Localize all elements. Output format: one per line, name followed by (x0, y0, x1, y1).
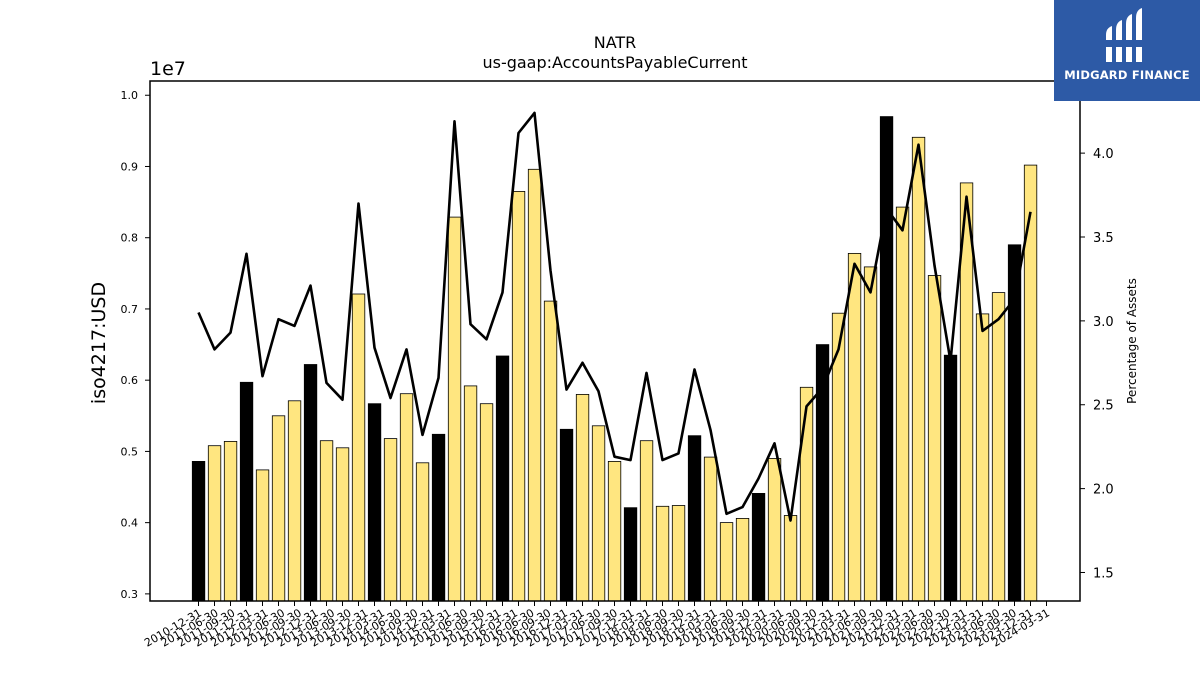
bar (703, 456, 718, 602)
y2-tick-label: 2.0 (1093, 483, 1114, 498)
bar (479, 403, 494, 602)
bar (655, 505, 670, 602)
bar (383, 438, 398, 602)
y2-ticks: 1.5 2.0 2.5 3.0 3.5 4.0 (1080, 147, 1114, 581)
chart-title: NATR (594, 33, 637, 52)
bar (943, 354, 958, 602)
y-tick-label: 0.3 (121, 588, 139, 601)
bar (575, 393, 590, 602)
logo-brand-text: MIDGARD FINANCE (1064, 68, 1190, 82)
x-ticks: 2010-12-312011-06-302011-09-302011-12-31… (142, 601, 1052, 650)
bar (687, 435, 702, 602)
y-ticks: 0.3 0.4 0.5 0.6 0.7 0.8 0.9 1.0 (121, 89, 150, 601)
y2-tick-label: 3.0 (1093, 315, 1114, 330)
bar (927, 275, 942, 602)
bar (623, 507, 638, 602)
bar (399, 393, 414, 602)
chart-subtitle: us-gaap:AccountsPayableCurrent (482, 53, 747, 72)
bar (239, 381, 254, 602)
bar (511, 190, 526, 602)
bar (607, 460, 622, 602)
bar (207, 445, 222, 602)
y-offset-label: 1e7 (150, 58, 186, 80)
bar (543, 300, 558, 602)
bar (319, 440, 334, 602)
bar (831, 312, 846, 602)
bar (911, 136, 926, 602)
y-tick-label: 1.0 (121, 89, 139, 102)
y2-tick-label: 3.5 (1093, 231, 1114, 246)
bar (287, 400, 302, 602)
y2-axis-label: Percentage of Assets (1125, 278, 1139, 404)
y-tick-label: 0.5 (121, 445, 139, 458)
percentage-line (197, 111, 1032, 522)
bar (895, 206, 910, 602)
y-axis-label: iso4217:USD (88, 282, 110, 404)
bar (431, 433, 446, 602)
bar (335, 447, 350, 602)
y-tick-label: 0.7 (121, 303, 139, 316)
bar (671, 505, 686, 602)
bar (639, 440, 654, 602)
bar (991, 292, 1006, 602)
bar (799, 386, 814, 602)
bar (751, 492, 766, 602)
bar (815, 344, 830, 602)
bar (527, 168, 542, 602)
bar (783, 515, 798, 602)
bar (447, 216, 462, 602)
bar (463, 385, 478, 602)
line-layer (197, 111, 1032, 522)
bar (735, 518, 750, 602)
y2-tick-label: 1.5 (1093, 566, 1114, 581)
bar (559, 428, 574, 602)
y-tick-label: 0.6 (121, 374, 139, 387)
bar (271, 415, 286, 602)
bar (863, 266, 878, 602)
bar (975, 313, 990, 602)
bar (223, 440, 238, 602)
bar (767, 458, 782, 602)
y2-tick-label: 2.5 (1093, 399, 1114, 414)
bar (191, 460, 206, 602)
bar (351, 293, 366, 602)
y-tick-label: 0.8 (121, 232, 139, 245)
midgard-logo-icon (1106, 8, 1142, 62)
y-tick-label: 0.9 (121, 160, 139, 173)
bar (847, 252, 862, 602)
bar (591, 425, 606, 602)
bar (415, 462, 430, 602)
plot-frame (149, 80, 1081, 602)
brand-logo: MIDGARD FINANCE (1054, 0, 1200, 101)
bar (367, 403, 382, 602)
bar (303, 364, 318, 602)
bar (495, 355, 510, 602)
bar (255, 469, 270, 602)
bar (879, 116, 894, 602)
y2-tick-label: 4.0 (1093, 147, 1114, 162)
bar (719, 522, 734, 602)
y-tick-label: 0.4 (121, 517, 139, 530)
